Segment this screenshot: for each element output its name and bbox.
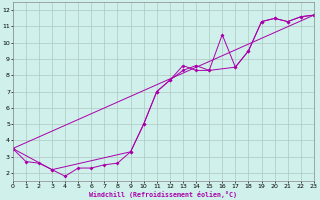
X-axis label: Windchill (Refroidissement éolien,°C): Windchill (Refroidissement éolien,°C) (89, 191, 237, 198)
